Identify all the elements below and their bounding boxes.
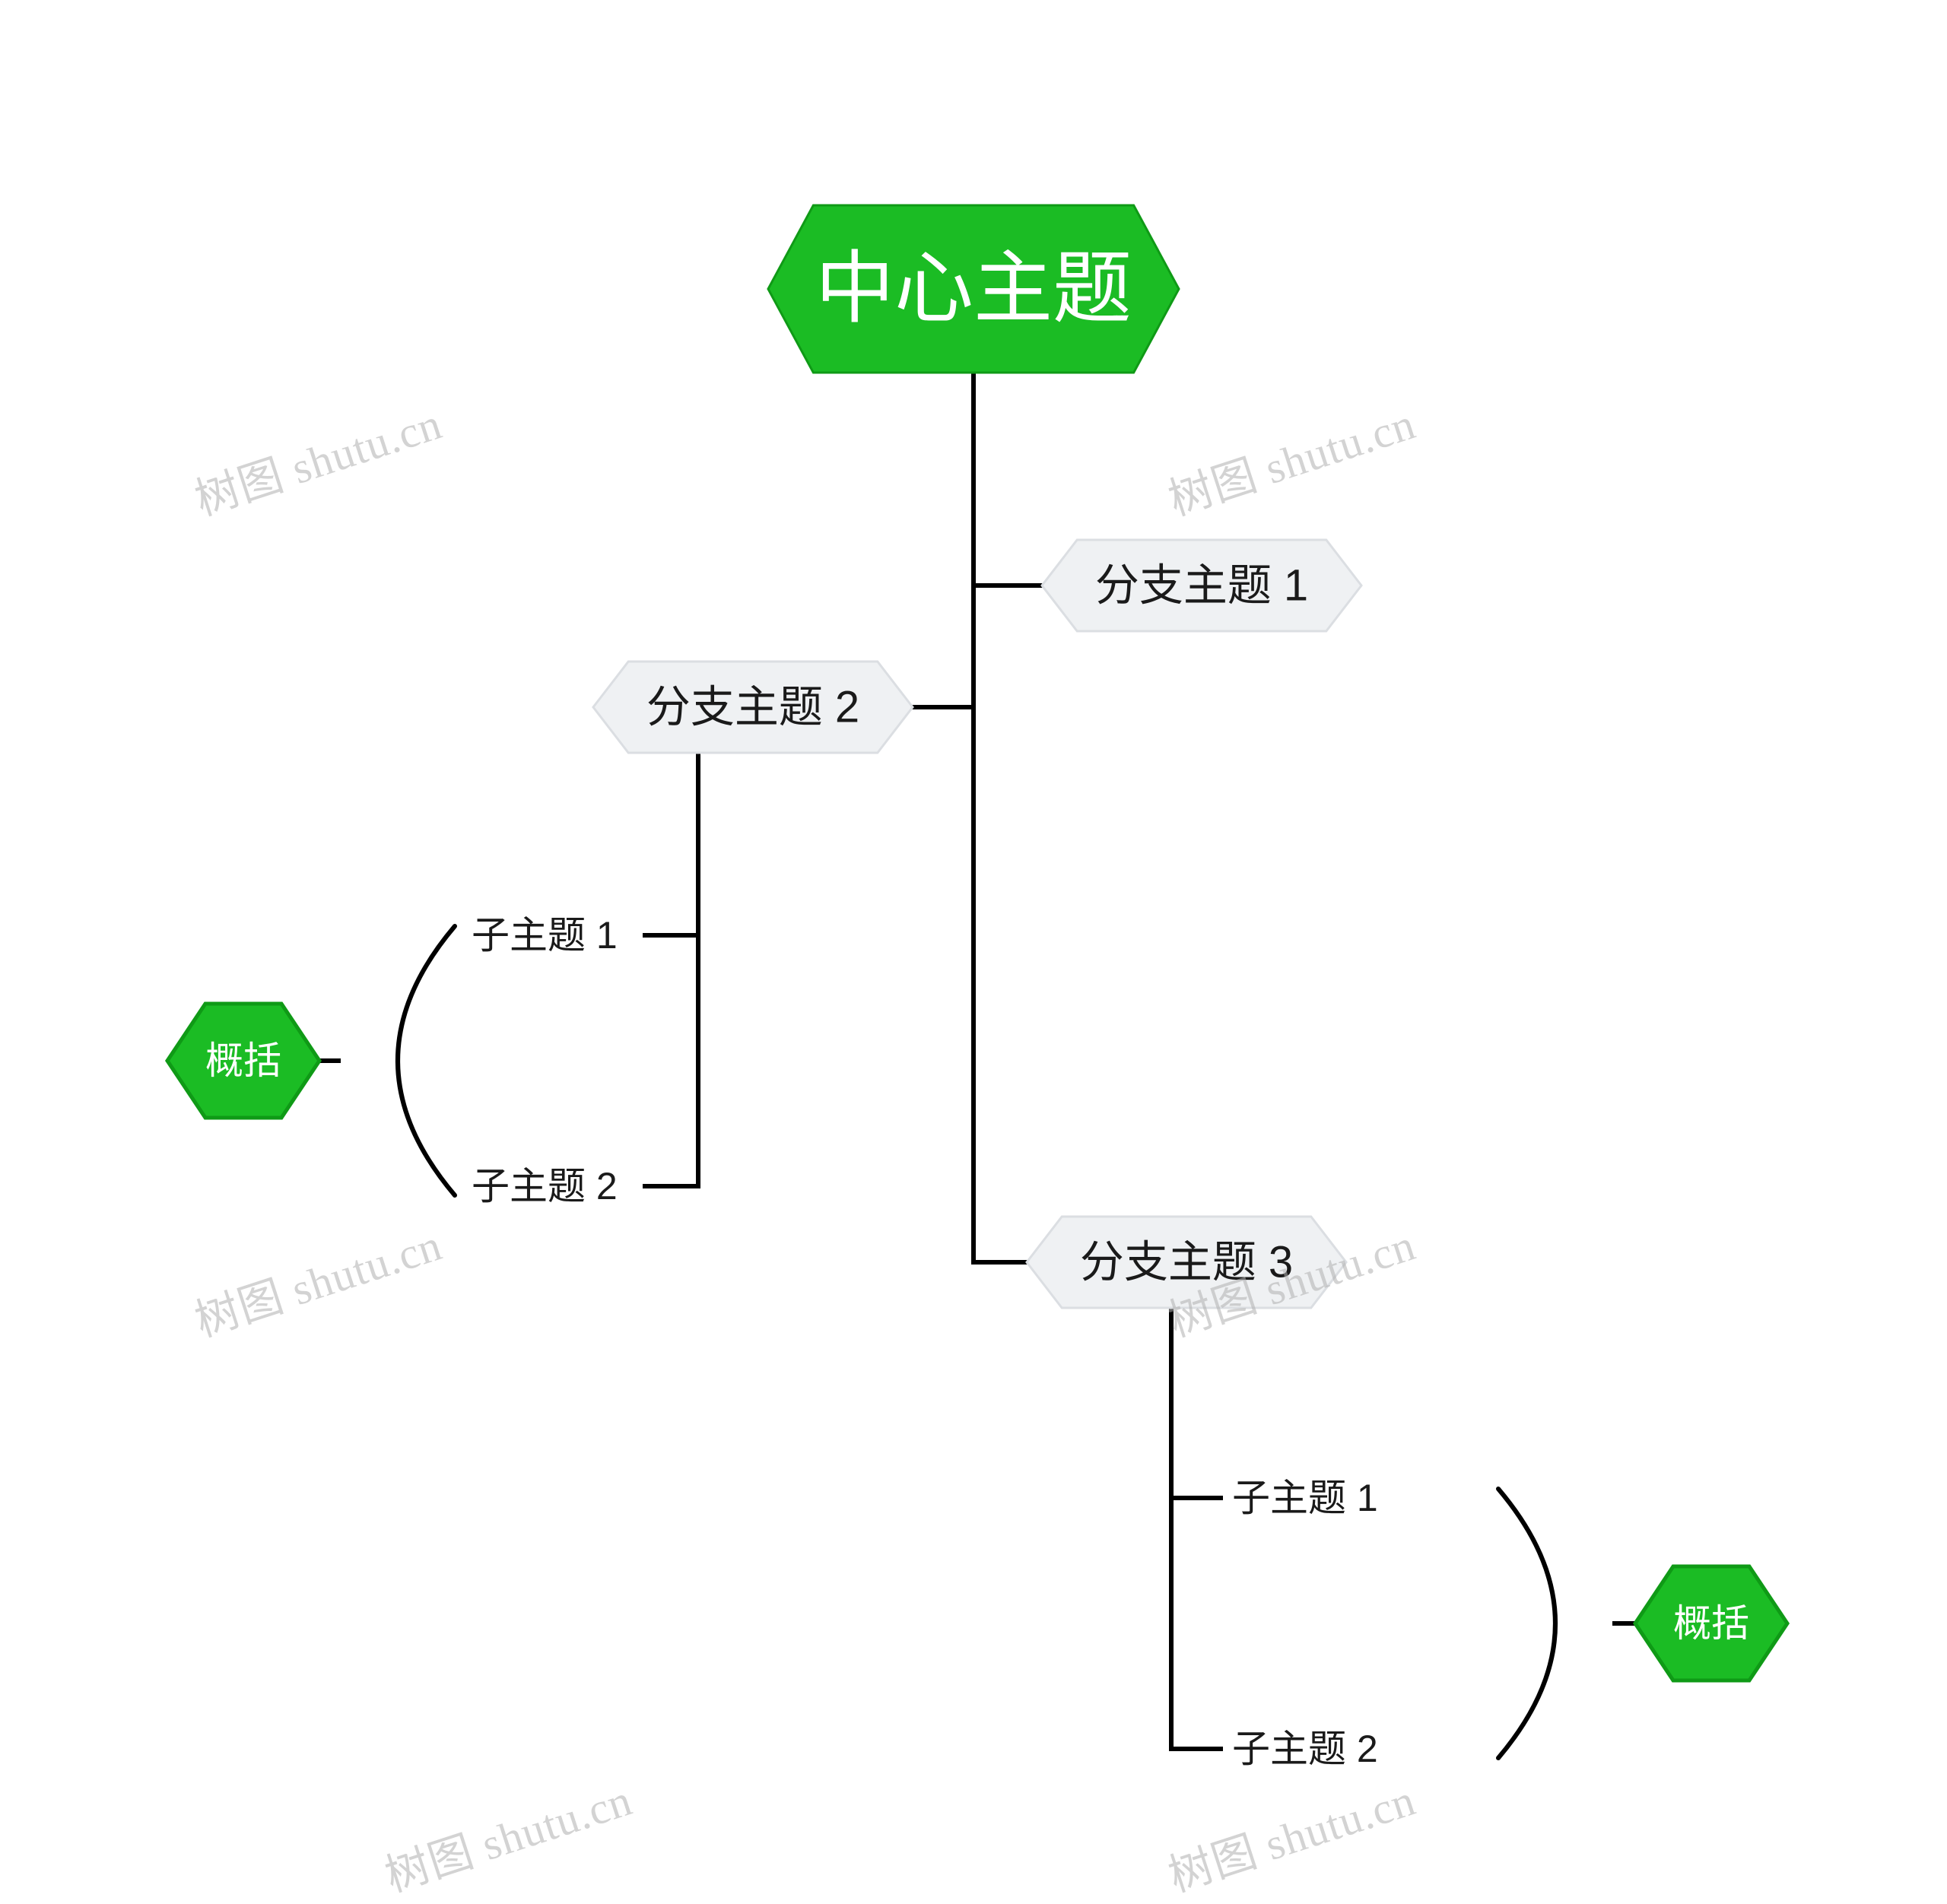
node-b2s2-label[interactable]: 子主题 2 xyxy=(472,1165,618,1207)
mindmap-canvas: 中心主题分支主题 1 分支主题 2 分支主题 3 子主题 1 子主题 2 子主题 1 子主题… xyxy=(0,0,1947,1878)
node-b1-label: 分支主题 1 xyxy=(1095,561,1308,611)
node-sum1-label: 概括 xyxy=(205,1039,281,1082)
node-b2-label: 分支主题 2 xyxy=(646,683,859,732)
summary-arc xyxy=(398,926,455,1195)
node-root-label: 中心主题 xyxy=(815,245,1132,333)
node-b3s2-label[interactable]: 子主题 2 xyxy=(1232,1728,1378,1770)
node-sum2-label: 概括 xyxy=(1673,1602,1749,1645)
nodes-layer: 中心主题分支主题 1 分支主题 2 分支主题 3 子主题 1 子主题 2 子主题 1 子主题… xyxy=(167,205,1787,1770)
edges-layer xyxy=(319,373,1635,1758)
node-b2s1-label[interactable]: 子主题 1 xyxy=(472,914,618,957)
node-b3-label: 分支主题 3 xyxy=(1080,1238,1293,1287)
node-b3s1-label[interactable]: 子主题 1 xyxy=(1232,1477,1378,1519)
summary-arc xyxy=(1498,1489,1555,1758)
